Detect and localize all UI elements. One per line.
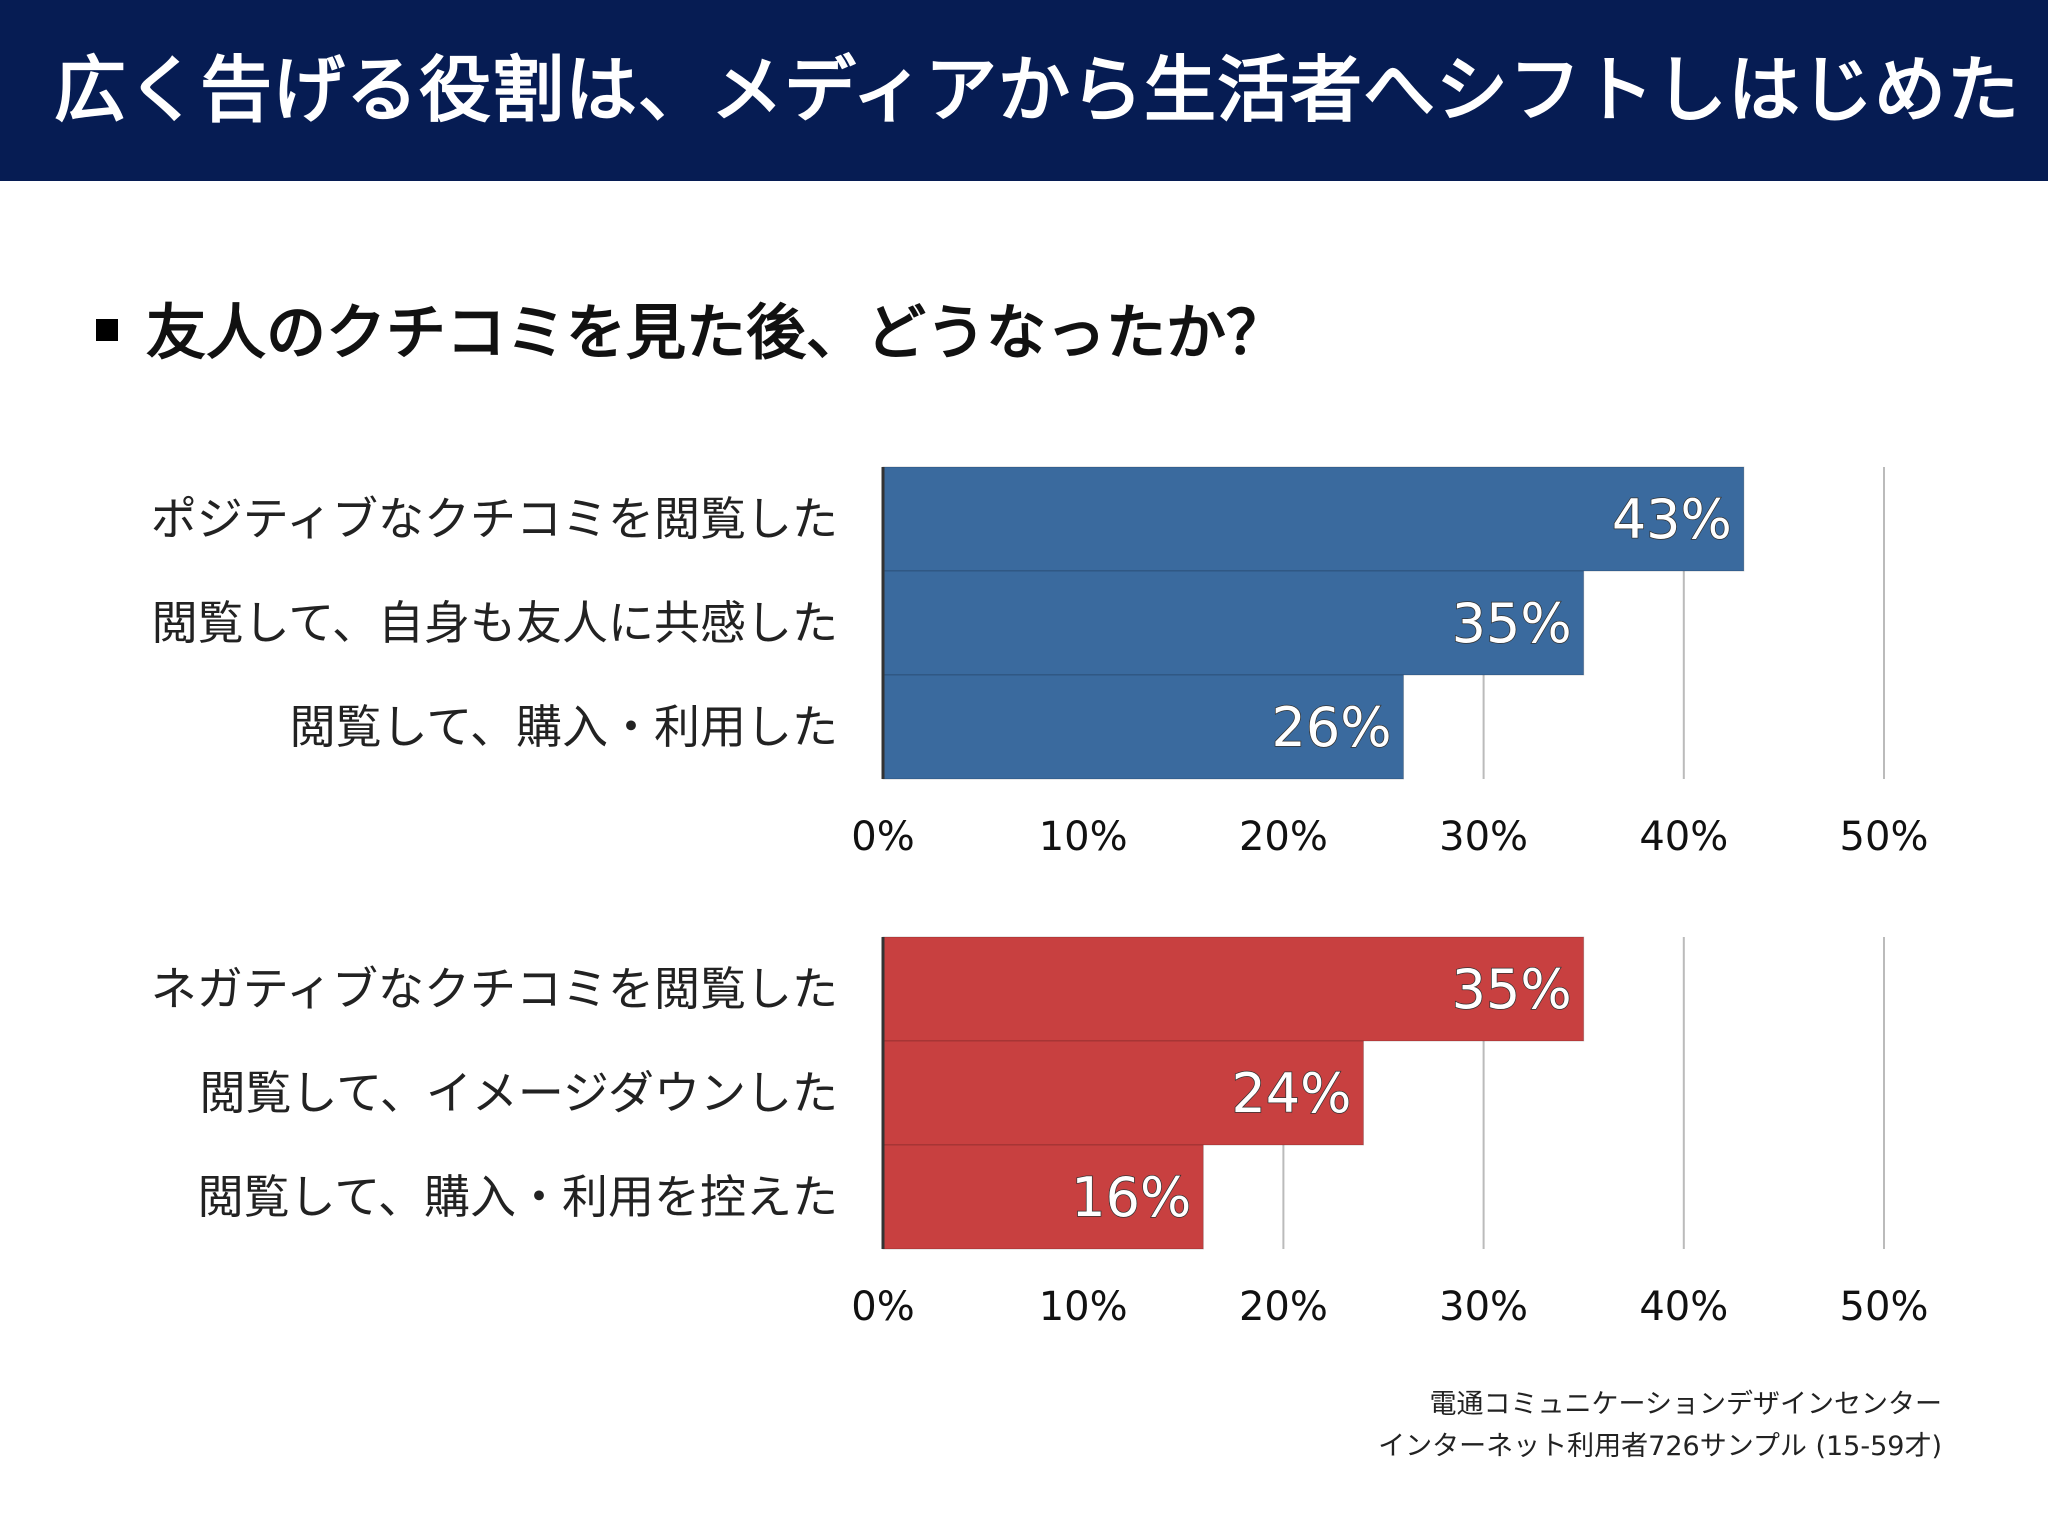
data-label: 26% (1271, 696, 1391, 759)
page-title: 広く告げる役割は、メディアから生活者へシフトしはじめた (54, 48, 2020, 132)
section-heading: 友人のクチコミを見た後、どうなったか？ (96, 290, 1286, 376)
source-line-1: 電通コミュニケーションデザインセンター (1429, 1389, 1942, 1420)
data-label: 35% (1452, 592, 1572, 655)
category-label: 閲覧して、イメージダウンした (200, 1066, 838, 1120)
data-label: 35% (1452, 958, 1572, 1021)
bar (882, 466, 1745, 572)
bar (882, 1040, 1364, 1146)
x-tick-label: 10% (1039, 814, 1128, 860)
x-tick-label: 50% (1840, 1284, 1929, 1330)
x-tick-label: 0% (851, 814, 914, 860)
bar (882, 570, 1585, 676)
x-tick-label: 20% (1239, 1284, 1328, 1330)
source-note: 電通コミュニケーションデザインセンター インターネット利用者726サンプル (1… (1378, 1384, 1942, 1468)
source-line-2: インターネット利用者726サンプル (15-59才) (1378, 1431, 1942, 1462)
category-label: 閲覧して、自身も友人に共感した (152, 596, 838, 650)
section-heading-text: 友人のクチコミを見た後、どうなったか？ (146, 298, 1286, 369)
x-tick-label: 0% (851, 1284, 914, 1330)
bar (882, 1144, 1204, 1250)
x-tick-label: 40% (1639, 814, 1728, 860)
category-label: ポジティブなクチコミを閲覧した (151, 492, 838, 546)
category-label: ネガティブなクチコミを閲覧した (151, 962, 838, 1016)
x-tick-label: 10% (1039, 1284, 1128, 1330)
x-tick-label: 20% (1239, 814, 1328, 860)
chart-1: 0% 10% 20% 30% 40% 50% ポジティブなクチコミを閲覧した 43% 閲覧して、… (151, 466, 1929, 860)
x-tick-label: 50% (1840, 814, 1929, 860)
x-tick-label: 40% (1639, 1284, 1728, 1330)
header-bar: 広く告げる役割は、メディアから生活者へシフトしはじめた (0, 0, 2048, 181)
chart-2: 0% 10% 20% 30% 40% 50% ネガティブなクチコミを閲覧した 35% 閲覧して、… (151, 936, 1929, 1330)
data-label: 16% (1071, 1166, 1191, 1229)
category-label: 閲覧して、購入・利用した (290, 700, 838, 754)
category-label: 閲覧して、購入・利用を控えた (198, 1170, 838, 1224)
bullet-square-icon (96, 318, 118, 341)
bar (882, 674, 1405, 780)
x-tick-label: 30% (1439, 814, 1528, 860)
data-label: 24% (1231, 1062, 1351, 1125)
x-tick-label: 30% (1439, 1284, 1528, 1330)
data-label: 43% (1612, 488, 1732, 551)
